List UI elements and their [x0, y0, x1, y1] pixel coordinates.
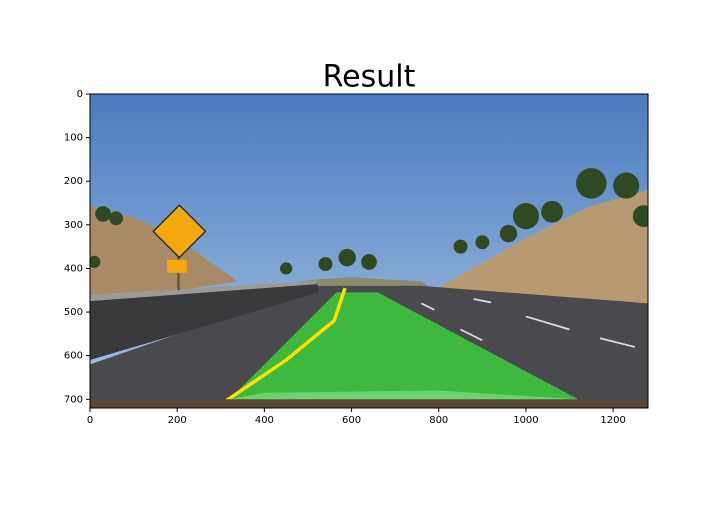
x-tick-label: 800	[429, 415, 448, 426]
axes-frame	[89, 93, 649, 409]
x-tick-label: 600	[342, 415, 361, 426]
y-tick-label: 500	[64, 307, 83, 318]
x-tick-label: 400	[255, 415, 274, 426]
x-tick-label: 200	[168, 415, 187, 426]
x-tick-label: 1200	[600, 415, 625, 426]
y-tick-label: 400	[64, 263, 83, 274]
road-image	[90, 94, 649, 408]
y-tick-label: 200	[64, 176, 83, 187]
x-tick-label: 0	[87, 415, 93, 426]
title: Result	[323, 60, 416, 95]
y-tick-label: 0	[77, 89, 83, 100]
y-tick-label: 100	[64, 133, 83, 144]
y-tick-label: 300	[64, 220, 83, 231]
x-tick-label: 1000	[513, 415, 538, 426]
y-tick-label: 600	[64, 351, 83, 362]
y-tick-label: 700	[64, 394, 83, 405]
